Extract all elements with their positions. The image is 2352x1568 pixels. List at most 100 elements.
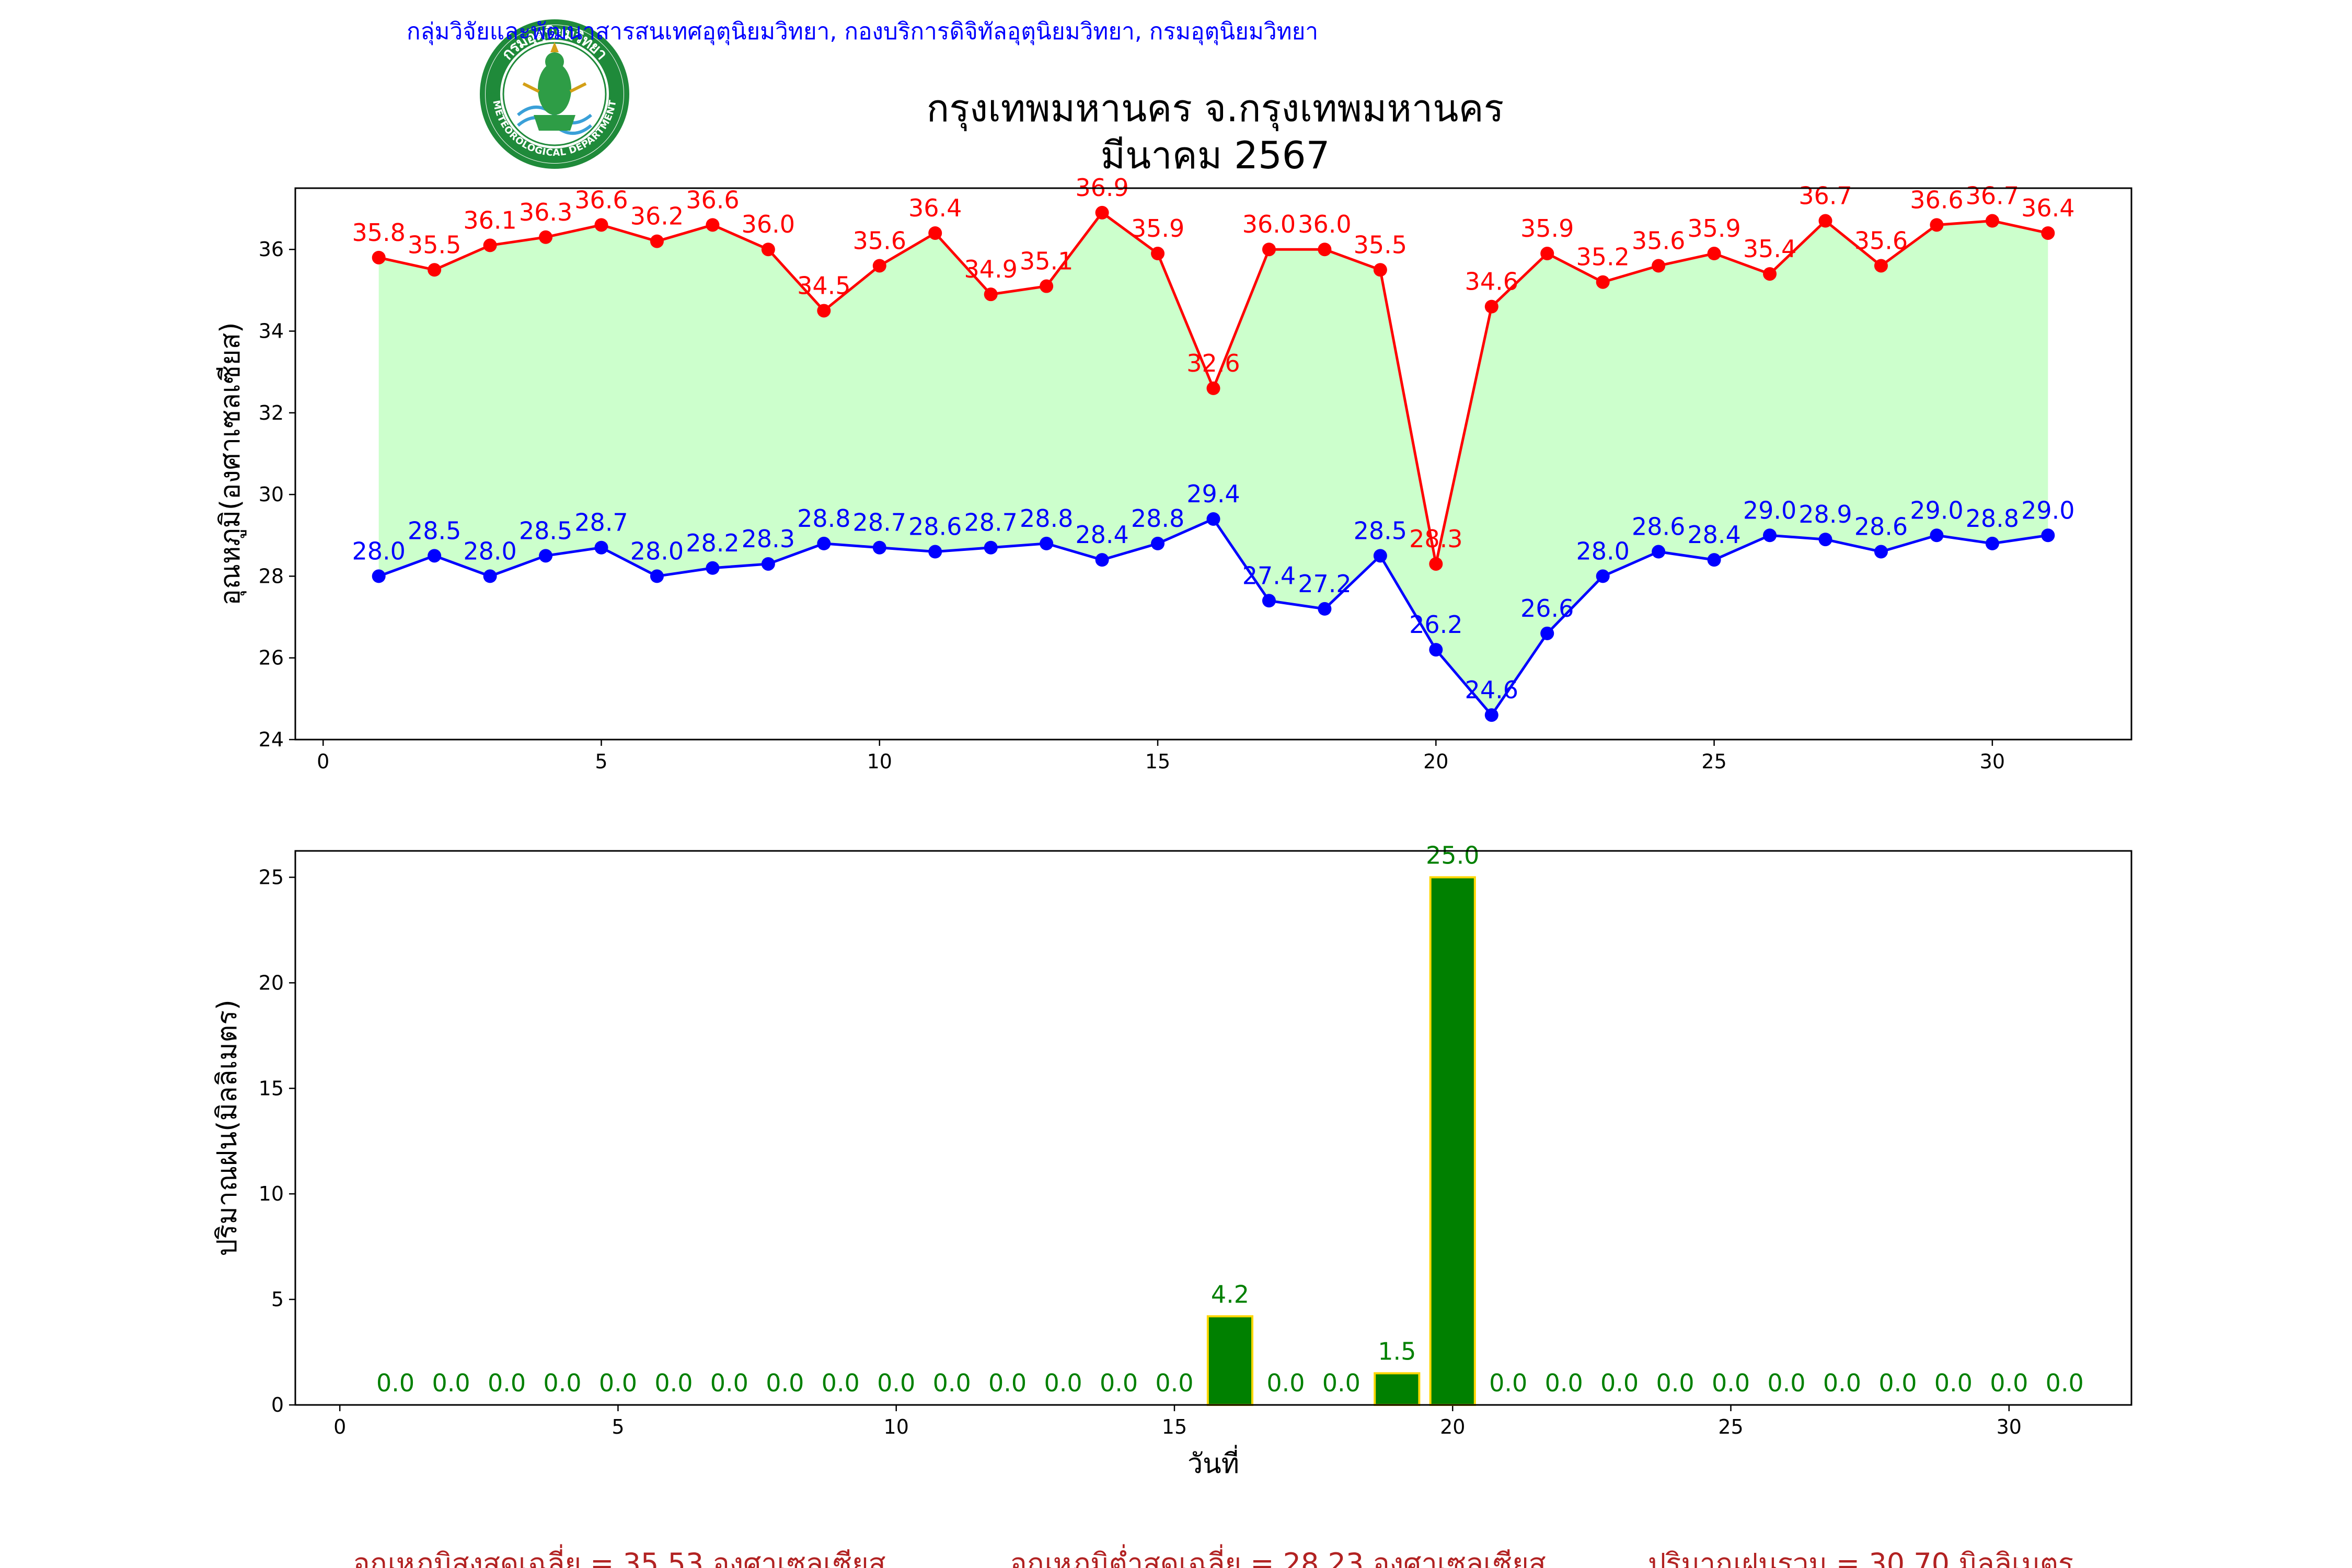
min-temperature-data-label: 28.4	[1687, 521, 1740, 549]
min-temperature-point	[1596, 569, 1610, 583]
max-temperature-point	[483, 238, 497, 252]
summary-average-min: อุณหภูมิต่ำสุดเฉลี่ย = 28.23 องศาเซลเซีย…	[1010, 1544, 1546, 1568]
y-tick-label: 24	[259, 728, 284, 751]
max-temperature-point	[761, 243, 775, 257]
min-temperature-data-label: 29.4	[1186, 480, 1240, 508]
max-temperature-data-label: 35.4	[1743, 235, 1796, 263]
min-temperature-point	[483, 569, 497, 583]
x-tick-label: 15	[1162, 1415, 1187, 1438]
min-temperature-data-label: 28.7	[964, 509, 1017, 537]
min-temperature-data-label: 28.6	[1854, 513, 1908, 541]
min-temperature-data-label: 24.6	[1465, 676, 1518, 704]
rain-data-label: 0.0	[599, 1369, 637, 1397]
min-temperature-point	[817, 536, 831, 550]
max-temperature-data-label: 35.2	[1576, 243, 1629, 271]
min-temperature-point	[928, 545, 942, 559]
min-temperature-point	[1484, 708, 1498, 722]
chart-title-location: กรุงเทพมหานคร จ.กรุงเทพมหานคร	[927, 86, 1504, 131]
max-temperature-point	[1206, 381, 1220, 395]
min-temperature-point	[428, 549, 442, 563]
min-temperature-data-label: 28.9	[1798, 500, 1852, 528]
max-temperature-data-label: 34.9	[964, 255, 1017, 283]
y-tick-label: 32	[259, 401, 284, 424]
max-temperature-data-label: 34.6	[1465, 268, 1518, 296]
meteorological-department-logo: ✲ ✲ กรมอุตุนิยมวิทยา METEOROLOGICAL DEPA…	[480, 19, 629, 169]
rain-data-label: 0.0	[822, 1369, 860, 1397]
rain-data-label: 0.0	[1266, 1369, 1305, 1397]
x-tick-label: 20	[1423, 750, 1448, 773]
max-temperature-data-label: 36.1	[463, 206, 516, 234]
max-temperature-point	[2041, 226, 2055, 240]
rain-data-label: 4.2	[1211, 1280, 1249, 1308]
rain-data-label: 0.0	[1545, 1369, 1583, 1397]
min-temperature-point	[1930, 528, 1944, 543]
min-temperature-point	[1318, 602, 1332, 616]
min-temperature-point	[1262, 594, 1276, 608]
rain-data-label: 0.0	[432, 1369, 470, 1397]
y-tick-label: 26	[259, 647, 284, 670]
max-temperature-point	[1095, 205, 1109, 220]
min-temperature-data-label: 28.6	[908, 513, 962, 541]
rain-data-label: 0.0	[1100, 1369, 1138, 1397]
max-temperature-data-label: 35.6	[1854, 226, 1908, 255]
rainfall-y-axis-label: ปริมาณฝน(มิลลิเมตร)	[212, 999, 243, 1256]
min-temperature-point	[1985, 536, 1999, 550]
y-tick-label: 30	[259, 483, 284, 506]
max-temperature-point	[1484, 299, 1498, 314]
x-tick-label: 20	[1440, 1415, 1465, 1438]
summary-total-rain: ปริมาณฝนรวม = 30.70 มิลลิเมตร	[1648, 1547, 2073, 1568]
max-temperature-data-label: 36.7	[1966, 182, 2019, 210]
max-temperature-point	[1151, 247, 1165, 261]
max-temperature-data-label: 36.3	[519, 198, 572, 226]
max-temperature-point	[1763, 267, 1777, 281]
x-tick-label: 30	[1980, 750, 2005, 773]
max-temperature-point	[594, 218, 608, 232]
rain-data-label: 0.0	[766, 1369, 804, 1397]
min-temperature-data-label: 26.6	[1520, 594, 1574, 622]
max-temperature-point	[1652, 259, 1666, 273]
min-temperature-data-label: 28.8	[1966, 504, 2019, 533]
min-temperature-data-label: 28.5	[519, 516, 572, 545]
min-temperature-point	[872, 540, 886, 555]
max-temperature-point	[928, 226, 942, 240]
min-temperature-point	[1540, 626, 1554, 640]
rain-data-label: 25.0	[1426, 841, 1479, 869]
rain-data-label: 0.0	[877, 1369, 915, 1397]
max-temperature-point	[1429, 557, 1443, 571]
min-temperature-data-label: 28.0	[1576, 537, 1629, 565]
rain-data-label: 0.0	[933, 1369, 971, 1397]
rain-data-label: 0.0	[1656, 1369, 1694, 1397]
x-tick-label: 25	[1701, 750, 1726, 773]
rain-data-label: 0.0	[988, 1369, 1027, 1397]
min-temperature-data-label: 28.7	[574, 509, 628, 537]
min-temperature-data-label: 28.8	[1131, 504, 1184, 533]
y-tick-label: 36	[259, 238, 284, 261]
max-temperature-data-label: 35.9	[1131, 214, 1184, 243]
max-temperature-data-label: 35.6	[1632, 226, 1685, 255]
min-temperature-point	[984, 540, 998, 555]
max-temperature-point	[1874, 259, 1888, 273]
min-temperature-data-label: 28.5	[408, 516, 461, 545]
min-temperature-point	[1763, 528, 1777, 543]
max-temperature-data-label: 35.5	[1354, 230, 1407, 259]
x-tick-label: 5	[612, 1415, 624, 1438]
rainfall-chart: 0 5 10 15 20 25 30 0 5 10 15 20 25 0.0 0.0 0.0 0.0 0.0 0.0…	[212, 841, 2132, 1480]
y-tick-label: 34	[259, 320, 284, 343]
rain-data-label: 0.0	[376, 1369, 414, 1397]
x-tick-label: 0	[333, 1415, 346, 1438]
x-tick-label: 15	[1145, 750, 1170, 773]
max-temperature-point	[817, 304, 831, 318]
max-temperature-point	[372, 250, 386, 264]
rain-data-label: 0.0	[1600, 1369, 1639, 1397]
max-temperature-point	[1596, 275, 1610, 289]
temperature-range-fill	[378, 212, 2048, 716]
rain-data-label: 0.0	[1489, 1369, 1527, 1397]
min-temperature-data-label: 28.8	[1020, 504, 1073, 533]
summary-average-max: อุณหภูมิสูงสุดเฉลี่ย = 35.53 องศาเซลเซีย…	[353, 1544, 885, 1568]
max-temperature-data-label: 36.2	[630, 202, 684, 230]
x-tick-label: 10	[867, 750, 892, 773]
rain-bar	[1374, 1372, 1421, 1406]
max-temperature-point	[1540, 247, 1554, 261]
max-temperature-point	[984, 287, 998, 302]
min-temperature-point	[1151, 536, 1165, 550]
